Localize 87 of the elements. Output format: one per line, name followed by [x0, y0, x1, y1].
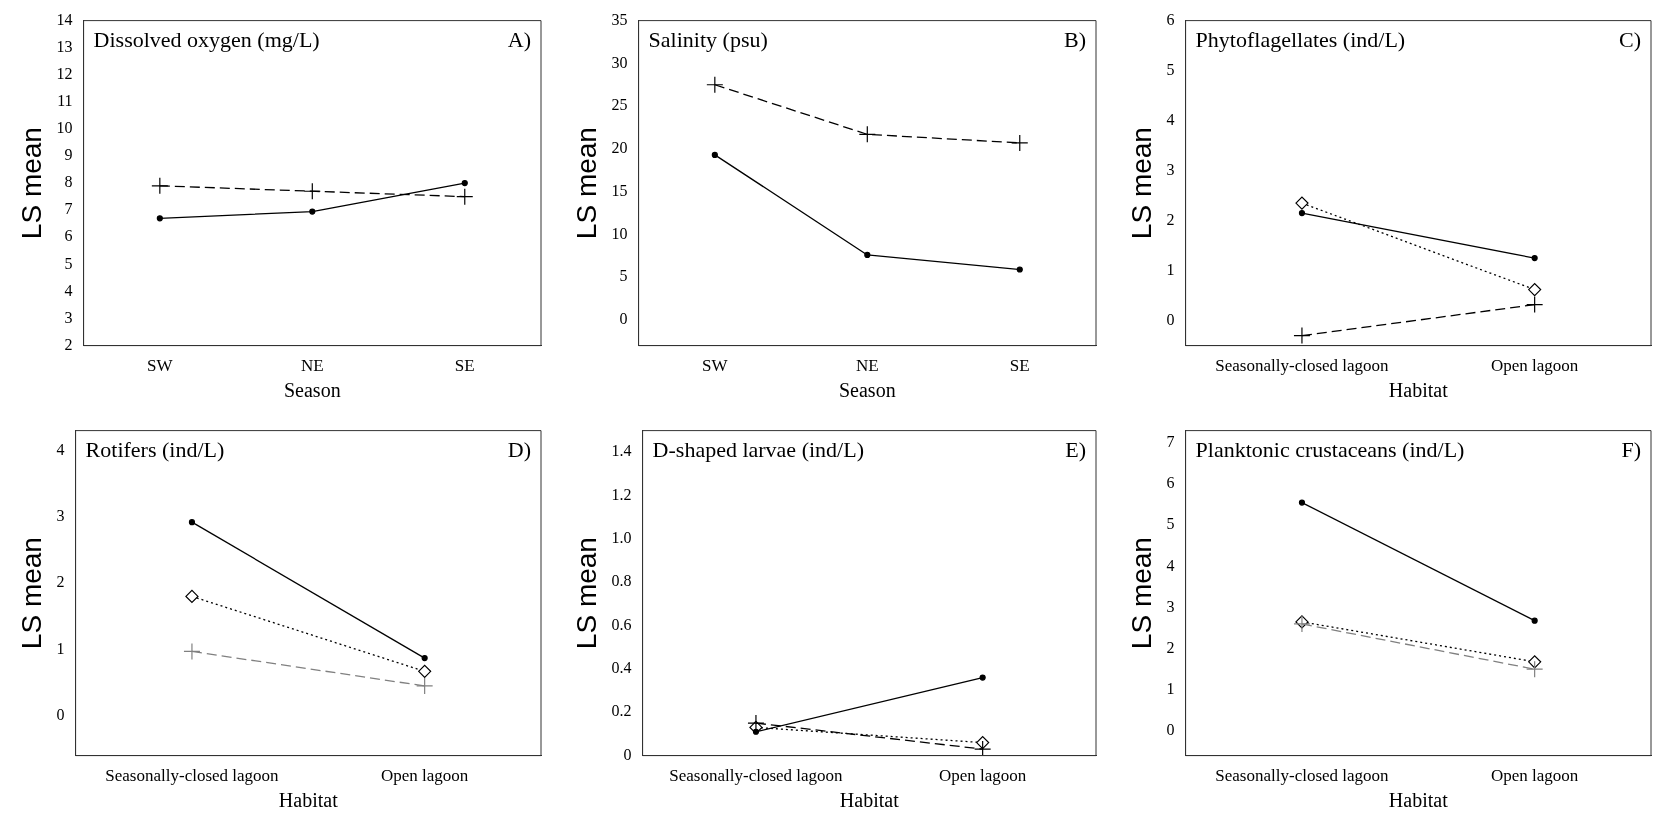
y-tick-label: 5 — [64, 254, 73, 272]
x-axis-title: Habitat — [1388, 379, 1449, 402]
y-tick-label: 2 — [64, 335, 73, 353]
y-tick-label: 3 — [64, 308, 73, 326]
y-tick-label: 20 — [611, 139, 628, 157]
y-tick-label: 3 — [56, 507, 65, 525]
x-tick-label: Open lagoon — [938, 766, 1027, 786]
y-tick-label: 6 — [64, 227, 73, 245]
y-tick-label: 5 — [1166, 60, 1175, 78]
y-axis-title: LS mean — [1125, 537, 1157, 650]
y-tick-label: 12 — [56, 64, 73, 82]
x-axis-title: Habitat — [278, 789, 339, 812]
x-tick-label: Open lagoon — [1490, 356, 1579, 376]
x-tick-label: SE — [1009, 356, 1030, 376]
x-axis-title: Season — [838, 379, 896, 402]
x-axis-title: Habitat — [839, 789, 900, 812]
y-tick-label: 0.4 — [611, 659, 632, 677]
chart-title: Planktonic crustaceans (ind/L) — [1195, 437, 1465, 463]
y-tick-label: 2 — [56, 573, 65, 591]
x-tick-label: Open lagoon — [1490, 766, 1579, 786]
y-tick-label: 4 — [1166, 556, 1175, 574]
x-axis-title: Habitat — [1388, 789, 1449, 812]
y-tick-label: 0 — [623, 745, 632, 763]
y-tick-label: 2 — [1166, 210, 1175, 228]
y-tick-label: 3 — [1166, 160, 1175, 178]
y-axis-title: LS mean — [570, 537, 602, 650]
chart-title: Phytoflagellates (ind/L) — [1195, 27, 1406, 53]
x-tick-label: SW — [147, 356, 174, 376]
y-tick-label: 5 — [619, 267, 628, 285]
annotation: C) — [1619, 27, 1641, 53]
x-tick-label: Open lagoon — [380, 766, 469, 786]
y-tick-label: 4 — [56, 440, 65, 458]
y-axis-title: LS mean — [15, 127, 47, 240]
y-tick-label: 10 — [611, 224, 628, 242]
y-tick-label: 4 — [1166, 110, 1175, 128]
y-tick-label: 9 — [64, 146, 73, 164]
annotation: B) — [1064, 27, 1086, 53]
y-tick-label: 6 — [1166, 474, 1175, 492]
y-tick-label: 0 — [56, 706, 65, 724]
y-tick-label: 1 — [1166, 260, 1175, 278]
y-tick-label: 4 — [64, 281, 73, 299]
y-tick-label: 13 — [56, 37, 73, 55]
y-tick-label: 0 — [1166, 310, 1175, 328]
annotation: F) — [1621, 437, 1641, 463]
y-tick-label: 6 — [1166, 10, 1175, 28]
y-tick-label: 0 — [1166, 721, 1175, 739]
y-tick-label: 35 — [611, 10, 628, 28]
y-tick-label: 1.2 — [611, 485, 632, 503]
x-tick-label: SW — [702, 356, 729, 376]
x-tick-label: NE — [300, 356, 324, 376]
y-tick-label: 30 — [611, 53, 628, 71]
x-tick-label: Seasonally-closed lagoon — [1215, 356, 1390, 376]
y-tick-label: 1.0 — [611, 529, 632, 547]
y-tick-label: 25 — [611, 96, 628, 114]
y-tick-label: 0 — [619, 310, 628, 328]
annotation: D) — [507, 437, 531, 463]
y-tick-label: 0.8 — [611, 572, 632, 590]
y-tick-label: 1 — [1166, 679, 1175, 697]
y-tick-label: 7 — [1166, 433, 1175, 451]
y-tick-label: 1 — [56, 639, 65, 657]
annotation: E) — [1065, 437, 1086, 463]
y-tick-label: 7 — [64, 200, 73, 218]
x-tick-label: Seasonally-closed lagoon — [1215, 766, 1390, 786]
y-tick-label: 8 — [64, 173, 73, 191]
y-tick-label: 3 — [1166, 597, 1175, 615]
x-tick-label: Seasonally-closed lagoon — [669, 766, 844, 786]
y-tick-label: 10 — [56, 119, 73, 137]
y-axis-title: LS mean — [1125, 127, 1157, 240]
chart-title: D-shaped larvae (ind/L) — [652, 437, 864, 463]
chart-title: Dissolved oxygen (mg/L) — [93, 27, 320, 53]
y-tick-label: 2 — [1166, 638, 1175, 656]
y-tick-label: 14 — [56, 10, 73, 28]
chart-title: Salinity (psu) — [648, 27, 768, 53]
y-tick-label: 0.6 — [611, 615, 632, 633]
x-tick-label: NE — [855, 356, 879, 376]
y-axis-title: LS mean — [15, 537, 47, 650]
y-tick-label: 5 — [1166, 515, 1175, 533]
y-tick-label: 11 — [57, 92, 73, 110]
chart-title: Rotifers (ind/L) — [85, 437, 225, 463]
x-tick-label: SE — [454, 356, 475, 376]
y-tick-label: 1.4 — [611, 442, 632, 460]
x-tick-label: Seasonally-closed lagoon — [105, 766, 280, 786]
x-axis-title: Season — [283, 379, 341, 402]
y-tick-label: 0.2 — [611, 702, 632, 720]
annotation: A) — [507, 27, 531, 53]
y-axis-title: LS mean — [570, 127, 602, 240]
y-tick-label: 15 — [611, 181, 628, 199]
